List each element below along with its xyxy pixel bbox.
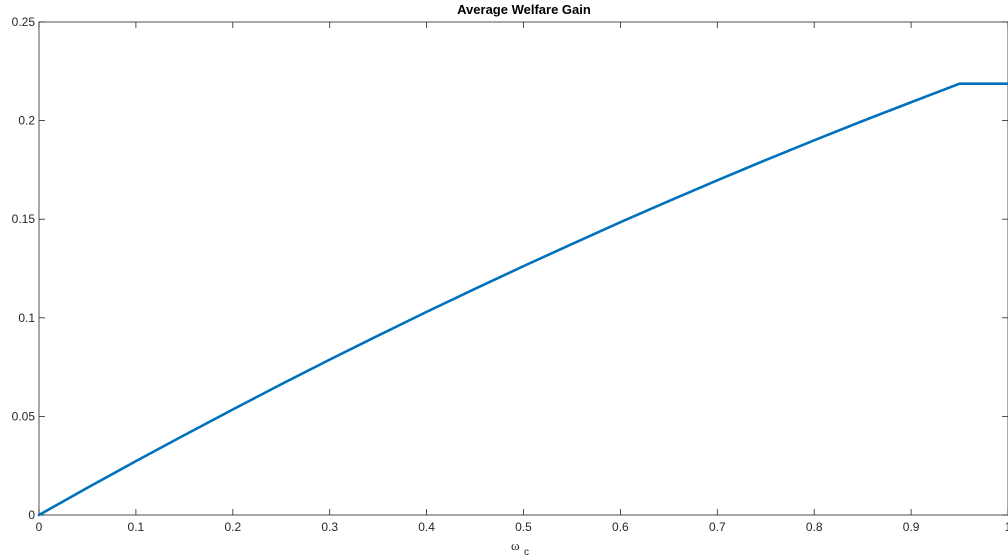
x-tick-label: 0 (36, 520, 43, 534)
x-tick-label: 0.2 (224, 520, 241, 534)
y-tick-label: 0.15 (12, 212, 36, 226)
x-tick-label: 0.9 (903, 520, 920, 534)
plot-area (38, 21, 1008, 516)
x-tick-label: 0.8 (806, 520, 823, 534)
x-tick-label: 0.1 (128, 520, 145, 534)
x-tick-label: 1 (1005, 520, 1008, 534)
chart-title: Average Welfare Gain (457, 2, 591, 17)
y-tick-label: 0.1 (18, 311, 35, 325)
x-axis-label-subscript: c (524, 547, 529, 558)
x-tick-label: 0.4 (418, 520, 435, 534)
x-tick-label: 0.3 (321, 520, 338, 534)
x-axis-label-symbol: ω (511, 538, 520, 553)
y-tick-label: 0.2 (18, 114, 35, 128)
y-axis-ticks: 0 0.05 0.1 0.15 0.2 0.25 (12, 15, 1008, 522)
x-axis-ticks: 0 0.1 0.2 0.3 0.4 0.5 0.6 0.7 0.8 0.9 1 (36, 22, 1008, 534)
x-tick-label: 0.7 (709, 520, 726, 534)
y-tick-label: 0 (28, 508, 35, 522)
x-tick-label: 0.5 (515, 520, 532, 534)
y-tick-label: 0.05 (12, 409, 36, 423)
x-axis-label: ω c (511, 537, 529, 558)
series-line (37, 82, 1008, 517)
x-tick-label: 0.6 (612, 520, 629, 534)
y-tick-label: 0.25 (12, 15, 36, 29)
